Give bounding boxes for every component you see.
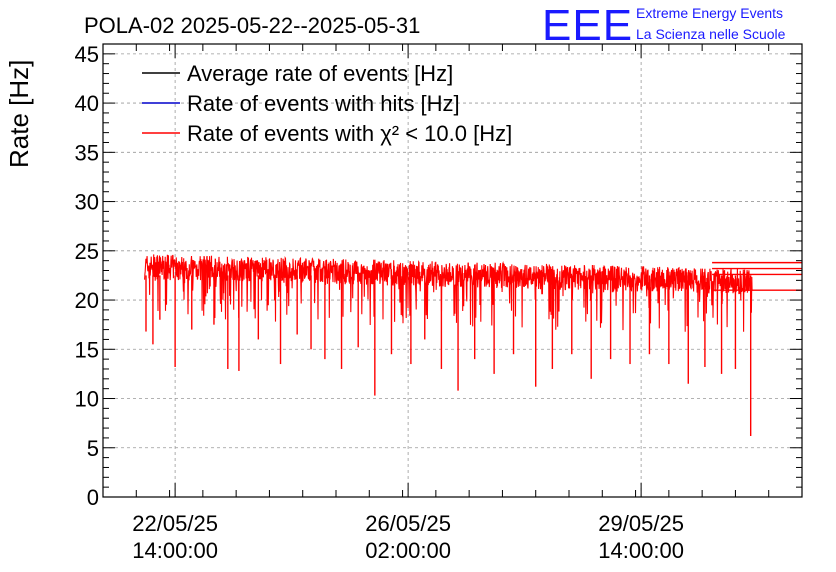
series-layer: [144, 254, 802, 436]
y-tick-label: 10: [75, 387, 99, 412]
logo-line-2: La Scienza nelle Scuole: [636, 26, 786, 42]
legend-label-hits: Rate of events with hits [Hz]: [187, 91, 460, 116]
x-tick-label-time: 14:00:00: [132, 538, 218, 563]
eee-logo: EEE Extreme Energy Events La Scienza nel…: [542, 1, 786, 50]
legend-item-hits: Rate of events with hits [Hz]: [142, 91, 460, 116]
series-chi2-line: [144, 254, 753, 332]
legend-item-chi2: Rate of events with χ² < 10.0 [Hz]: [142, 121, 512, 146]
y-tick-label: 20: [75, 288, 99, 313]
legend: Average rate of events [Hz] Rate of even…: [142, 61, 512, 146]
legend-label-chi2: Rate of events with χ² < 10.0 [Hz]: [187, 121, 512, 146]
x-tick-label-time: 14:00:00: [598, 538, 684, 563]
y-tick-label: 25: [75, 239, 99, 264]
logo-mark: EEE: [542, 1, 633, 50]
legend-label-average: Average rate of events [Hz]: [187, 61, 453, 86]
logo-line-1: Extreme Energy Events: [636, 5, 783, 21]
y-tick-label: 40: [75, 91, 99, 116]
y-tick-label: 45: [75, 42, 99, 67]
x-tick-label-date: 26/05/25: [365, 511, 451, 536]
x-tick-label-time: 02:00:00: [365, 538, 451, 563]
y-tick-label: 5: [87, 436, 99, 461]
chart-title: POLA-02 2025-05-22--2025-05-31: [84, 13, 420, 38]
x-tick-label-date: 29/05/25: [598, 511, 684, 536]
x-tick-label-date: 22/05/25: [132, 511, 218, 536]
y-axis-label: Rate [Hz]: [4, 60, 34, 168]
legend-item-average: Average rate of events [Hz]: [142, 61, 453, 86]
y-tick-label: 30: [75, 190, 99, 215]
y-tick-label: 0: [87, 485, 99, 510]
y-tick-label: 15: [75, 337, 99, 362]
axes: 05101520253035404522/05/2514:00:0026/05/…: [75, 42, 802, 563]
y-tick-label: 35: [75, 140, 99, 165]
grid-lines: [103, 44, 802, 497]
